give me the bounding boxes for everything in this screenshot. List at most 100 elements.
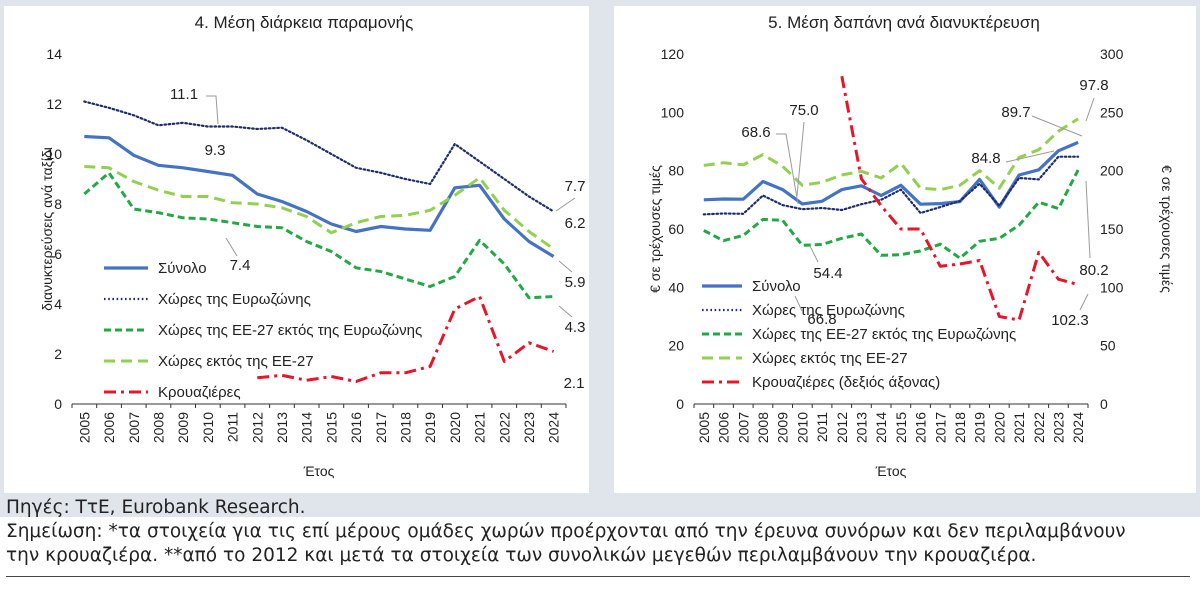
x-tick-label: 2007 xyxy=(126,412,142,443)
series-line-4 xyxy=(840,75,1079,322)
x-tick-label: 2016 xyxy=(348,412,364,443)
x-tick-label: 2018 xyxy=(952,412,968,443)
legend-label-0: Σύνολο xyxy=(752,278,801,295)
y-tick-label: 14 xyxy=(46,46,62,62)
annotation-leader xyxy=(1085,180,1091,259)
legend-label-1: Χώρες της Ευρωζώνης xyxy=(752,302,905,319)
x-tick-label: 2023 xyxy=(1050,412,1066,443)
x-tick-label: 2021 xyxy=(472,412,488,443)
annotation-label: 7.7 xyxy=(565,178,586,195)
annotation-leader xyxy=(225,237,238,257)
x-tick-label: 2019 xyxy=(422,412,438,443)
annotation-label: 68.6 xyxy=(741,124,770,141)
annotation-leader xyxy=(776,133,799,205)
y-tick-label: 0 xyxy=(676,396,684,412)
x-tick-label: 2020 xyxy=(991,412,1007,443)
x-tick-label: 2010 xyxy=(200,412,216,443)
y-tick-label: 40 xyxy=(668,279,684,295)
annotation-leader xyxy=(794,295,803,312)
x-tick-label: 2006 xyxy=(101,412,117,443)
y-tick-label: 8 xyxy=(54,196,62,212)
y-tick-label: 100 xyxy=(661,104,685,120)
x-tick-label: 2022 xyxy=(496,412,512,443)
y-right-tick-label: 300 xyxy=(1100,46,1124,62)
chart-panel-duration: 4. Μέση διάρκεια παραμονής 2005 2006 2007 20… xyxy=(4,6,589,493)
x-tick-label: 2011 xyxy=(225,412,241,442)
x-tick-label: 2016 xyxy=(913,412,929,443)
legend-label-2: Χώρες της ΕΕ-27 εκτός της Ευρωζώνης xyxy=(752,326,1016,343)
note-line-2: την κρουαζιέρα. **από το 2012 και μετά τ… xyxy=(6,545,1037,566)
x-tick-label: 2020 xyxy=(447,412,463,443)
note-line-1: Σημείωση: *τα στοιχεία για τις επί μέρου… xyxy=(6,521,1126,542)
notes-section: Πηγές: ΤτΕ, Eurobank Research. Σημείωση:… xyxy=(6,496,1196,568)
x-tick-label: 2019 xyxy=(972,412,988,443)
y-tick-label: 120 xyxy=(661,46,685,62)
x-tick-label: 2013 xyxy=(853,412,869,443)
legend-label-0: Σύνολο xyxy=(158,260,207,277)
y-right-tick-label: 50 xyxy=(1100,338,1116,354)
annotation-label: 9.3 xyxy=(205,142,226,159)
annotation-label: 54.4 xyxy=(813,265,842,282)
annotation-leader xyxy=(1085,97,1095,122)
x-tick-label: 2024 xyxy=(1070,412,1086,443)
annotation-label: 7.4 xyxy=(230,257,251,274)
x-tick-label: 2015 xyxy=(323,412,339,443)
x-tick-label: 2021 xyxy=(1011,412,1027,443)
annotation-label: 6.2 xyxy=(565,215,586,232)
legend-label-3: Χώρες εκτός της ΕΕ-27 xyxy=(158,353,314,370)
x-tick-label: 2006 xyxy=(716,412,732,443)
x-tick-label: 2005 xyxy=(696,412,712,443)
y-axis-label: διανυκτερεύσεις ανά ταξίδι xyxy=(39,147,55,311)
annotation-label: 11.1 xyxy=(170,86,198,103)
annotation-leader xyxy=(1005,150,1055,163)
series-line-0 xyxy=(84,134,555,258)
bottom-rule xyxy=(6,576,1190,577)
annotation-label: 66.8 xyxy=(807,311,836,328)
y-axis-label: € σε τρέχουσες τιμές xyxy=(647,165,663,293)
annotation-leader xyxy=(1079,293,1089,311)
x-tick-label: 2023 xyxy=(521,412,537,443)
x-tick-label: 2014 xyxy=(299,412,315,443)
x-tick-label: 2012 xyxy=(834,412,850,443)
annotation-label: 84.8 xyxy=(971,150,1000,167)
annotation-label: 102.3 xyxy=(1051,312,1089,329)
x-axis-label: Έτος xyxy=(303,463,335,479)
x-tick-label: 2024 xyxy=(546,412,562,443)
x-tick-label: 2022 xyxy=(1031,412,1047,443)
x-tick-label: 2011 xyxy=(814,412,830,442)
series-line-3 xyxy=(84,165,555,251)
annotation-leader xyxy=(558,260,573,273)
legend-label-4: Κρουαζιέρες (δεξιός άξονας) xyxy=(752,374,940,391)
annotation-leader xyxy=(555,197,576,212)
annotation-label: 80.2 xyxy=(1079,262,1108,279)
y-tick-label: 12 xyxy=(46,96,62,112)
series-line-0 xyxy=(703,140,1079,209)
x-tick-label: 2017 xyxy=(373,412,389,443)
y-tick-label: 2 xyxy=(54,346,62,362)
legend-label-4: Κρουαζιέρες xyxy=(158,384,241,401)
annotation-label: 89.7 xyxy=(1001,104,1030,121)
y-tick-label: 0 xyxy=(54,396,62,412)
annotation-label: 75.0 xyxy=(789,102,818,119)
y-right-tick-label: 0 xyxy=(1100,396,1108,412)
x-tick-label: 2015 xyxy=(893,412,909,443)
y-tick-label: 60 xyxy=(668,221,684,237)
legend-label-3: Χώρες εκτός της ΕΕ-27 xyxy=(752,350,908,367)
x-tick-label: 2007 xyxy=(735,412,751,443)
x-tick-label: 2013 xyxy=(274,412,290,443)
annotation-label: 5.9 xyxy=(565,274,586,291)
y-right-axis-label: € σε τρέχουσες τιμές xyxy=(1159,165,1175,293)
y-right-tick-label: 100 xyxy=(1100,279,1124,295)
annotation-leader xyxy=(206,95,219,125)
y-tick-label: 4 xyxy=(54,296,62,312)
x-tick-label: 2018 xyxy=(397,412,413,443)
x-tick-label: 2017 xyxy=(932,412,948,443)
y-right-tick-label: 150 xyxy=(1100,221,1124,237)
x-tick-label: 2008 xyxy=(150,412,166,443)
y-tick-label: 20 xyxy=(668,338,684,354)
series-line-2 xyxy=(83,171,554,300)
y-right-tick-label: 250 xyxy=(1100,104,1124,120)
annotation-leader xyxy=(796,121,805,197)
annotation-leader xyxy=(558,305,573,318)
x-tick-label: 2010 xyxy=(794,412,810,443)
